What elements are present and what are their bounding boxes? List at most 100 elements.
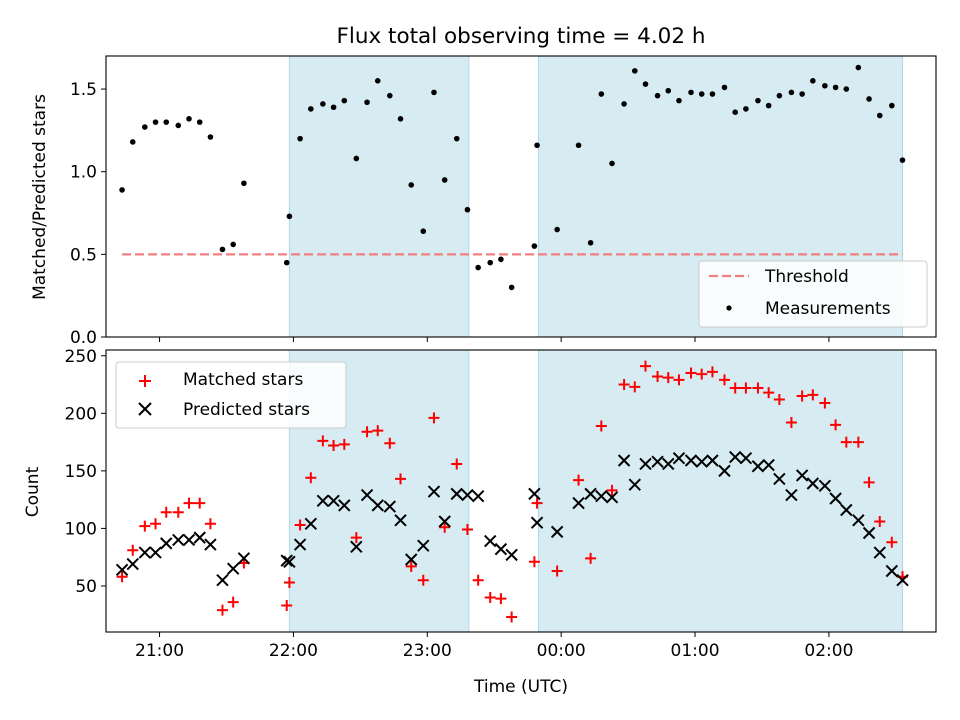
matched-point [150, 518, 162, 530]
measurement-point [464, 206, 471, 213]
measurement-point [283, 259, 290, 266]
measurement-point [475, 264, 481, 271]
matched-point [729, 382, 741, 394]
measurement-point [230, 241, 236, 248]
predicted-point [840, 503, 853, 517]
predicted-point [293, 538, 307, 551]
predicted-point [182, 533, 196, 547]
measurement-point [843, 86, 850, 92]
bottom-panel: 50 100 150 200 250 21:00 22:00 23:00 00:00 01:00… [23, 347, 937, 697]
predicted-point [550, 525, 564, 539]
predicted-point [405, 553, 418, 566]
matched-point [640, 360, 651, 372]
predicted-point [450, 487, 463, 501]
measurement-point [855, 64, 862, 71]
top-y-tick-label: 0.0 [70, 328, 97, 348]
bottom-legend: Matched stars Predicted stars [115, 361, 347, 429]
matched-point [819, 397, 831, 409]
predicted-point [530, 516, 544, 529]
predicted-point [350, 540, 363, 554]
matched-point [796, 390, 808, 402]
measurement-point [621, 101, 627, 107]
bottom-x-ticks: 21:00 22:00 23:00 00:00 01:00 02:00 [135, 632, 853, 661]
measurement-point [822, 82, 828, 89]
matched-point [384, 437, 396, 449]
predicted-point [773, 472, 786, 486]
matched-point [461, 524, 473, 536]
bottom-y-axis-label: Count [23, 466, 43, 517]
predicted-point [718, 464, 731, 478]
top-legend-box [698, 260, 928, 328]
matched-point [886, 536, 898, 548]
measurement-point [654, 92, 661, 99]
x-tick-label: 02:00 [804, 641, 853, 661]
matched-point [606, 484, 618, 496]
predicted-point [639, 457, 652, 471]
bottom-y-tick-label: 250 [65, 347, 97, 367]
matched-point [718, 374, 730, 386]
matched-point [506, 611, 518, 623]
predicted-point [149, 546, 162, 559]
measurement-point [810, 77, 816, 84]
measurement-point [866, 96, 872, 102]
matched-point [629, 381, 641, 393]
measurement-point [207, 134, 214, 140]
measurement-point [709, 91, 716, 97]
matched-point [216, 604, 228, 616]
measurement-point [408, 182, 415, 188]
predicted-point [417, 539, 430, 552]
matched-point [172, 506, 184, 518]
predicted-point [739, 451, 753, 465]
matched-point [227, 596, 239, 608]
measurement-point [441, 177, 448, 183]
x-tick-label: 00:00 [537, 641, 586, 661]
measurement-point [755, 97, 761, 104]
matched-point [405, 560, 417, 572]
matched-point [618, 379, 630, 391]
predicted-point [672, 451, 686, 465]
predicted-point [873, 546, 886, 559]
legend-matched-label: Matched stars [183, 370, 303, 390]
matched-point [160, 506, 172, 518]
matched-point [595, 420, 607, 432]
matched-point [585, 552, 597, 564]
predicted-point [806, 477, 820, 490]
measurement-point [219, 246, 226, 253]
matched-point [840, 436, 852, 448]
top-y-tick-label: 0.5 [70, 245, 97, 265]
matched-point [763, 387, 775, 399]
predicted-point [461, 488, 474, 502]
matched-point [830, 419, 842, 431]
predicted-point [438, 515, 451, 528]
measurement-point [832, 84, 839, 91]
measurement-point [498, 256, 504, 263]
matched-point [439, 521, 451, 533]
predicted-point [595, 489, 608, 503]
predicted-point [728, 450, 742, 464]
predicted-point [862, 526, 876, 540]
predicted-point [695, 455, 708, 468]
predicted-point [896, 573, 909, 587]
top-shaded-region-0 [288, 55, 470, 338]
predicted-point [360, 488, 374, 502]
bottom-y-tick-label: 200 [65, 404, 97, 424]
predicted-point [394, 514, 407, 527]
legend-matched-marker [139, 375, 151, 387]
matched-point [417, 574, 429, 586]
measurement-point [341, 97, 348, 104]
measurement-point [721, 84, 728, 91]
predicted-points [115, 450, 909, 587]
measurement-point [534, 142, 540, 149]
measurement-point [642, 81, 649, 87]
matched-point [696, 368, 708, 380]
matched-point [194, 497, 206, 509]
bottom-legend-box [115, 361, 347, 429]
measurement-point [320, 101, 326, 107]
predicted-point [280, 554, 293, 567]
predicted-point [138, 546, 152, 559]
measurement-point [899, 157, 906, 163]
measurement-point [889, 102, 895, 109]
predicted-point [818, 479, 832, 493]
predicted-point [383, 500, 397, 513]
